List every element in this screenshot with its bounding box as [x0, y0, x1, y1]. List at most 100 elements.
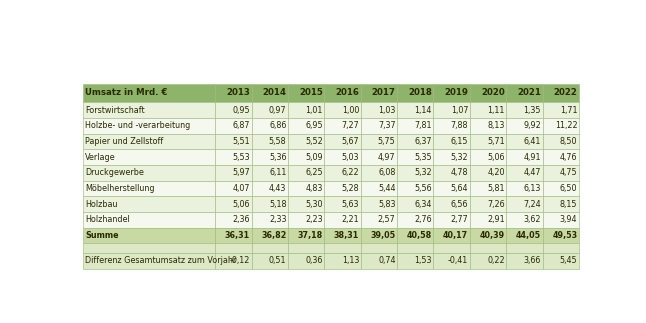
Bar [470, 84, 506, 102]
Text: 2016: 2016 [335, 89, 359, 97]
Text: 6,25: 6,25 [305, 168, 323, 177]
Bar [397, 212, 433, 227]
Text: 2,57: 2,57 [378, 215, 395, 224]
Text: 1,71: 1,71 [560, 106, 578, 115]
Text: 5,64: 5,64 [451, 184, 468, 193]
Bar [506, 181, 543, 196]
Bar [83, 84, 215, 102]
Text: 6,87: 6,87 [233, 121, 250, 130]
Text: 2,77: 2,77 [450, 215, 468, 224]
Text: 1,11: 1,11 [487, 106, 505, 115]
Text: 9,92: 9,92 [523, 121, 541, 130]
Text: Forstwirtschaft: Forstwirtschaft [85, 106, 145, 115]
Text: 5,71: 5,71 [487, 137, 505, 146]
Text: 3,66: 3,66 [524, 256, 541, 266]
Bar [324, 212, 360, 227]
Text: 8,13: 8,13 [487, 121, 505, 130]
Bar [360, 243, 397, 253]
Bar [324, 149, 360, 165]
Text: 2020: 2020 [481, 89, 505, 97]
Bar [506, 118, 543, 133]
Bar [252, 253, 288, 269]
Bar [397, 149, 433, 165]
Bar [83, 149, 215, 165]
Bar [506, 253, 543, 269]
Bar [288, 149, 324, 165]
Bar [252, 243, 288, 253]
Text: 8,15: 8,15 [560, 200, 578, 209]
Bar [543, 181, 579, 196]
Bar [288, 243, 324, 253]
Bar [252, 84, 288, 102]
Bar [433, 84, 470, 102]
Bar [83, 227, 215, 243]
Bar [83, 133, 215, 149]
Text: 5,52: 5,52 [305, 137, 323, 146]
Text: 1,01: 1,01 [306, 106, 323, 115]
Bar [397, 84, 433, 102]
Bar [397, 181, 433, 196]
Text: 1,14: 1,14 [415, 106, 432, 115]
Text: 0,74: 0,74 [378, 256, 395, 266]
Bar [252, 149, 288, 165]
Text: 1,00: 1,00 [342, 106, 359, 115]
Text: 2019: 2019 [444, 89, 468, 97]
Text: 5,30: 5,30 [306, 200, 323, 209]
Bar [324, 118, 360, 133]
Text: 2018: 2018 [408, 89, 432, 97]
Text: 2,23: 2,23 [305, 215, 323, 224]
Bar [288, 118, 324, 133]
Text: 2,36: 2,36 [233, 215, 250, 224]
Text: 6,08: 6,08 [378, 168, 395, 177]
Text: 4,47: 4,47 [523, 168, 541, 177]
Bar [360, 227, 397, 243]
Text: 5,03: 5,03 [342, 152, 359, 162]
Text: 5,35: 5,35 [414, 152, 432, 162]
Text: 2017: 2017 [371, 89, 395, 97]
Bar [215, 84, 252, 102]
Text: 4,43: 4,43 [269, 184, 286, 193]
Bar [288, 212, 324, 227]
Text: 38,31: 38,31 [334, 231, 359, 240]
Text: -0,12: -0,12 [230, 256, 250, 266]
Text: 4,20: 4,20 [487, 168, 505, 177]
Text: 44,05: 44,05 [516, 231, 541, 240]
Text: Differenz Gesamtumsatz zum Vorjahr: Differenz Gesamtumsatz zum Vorjahr [85, 256, 236, 266]
Bar [397, 196, 433, 212]
Bar [506, 84, 543, 102]
Bar [433, 133, 470, 149]
Bar [288, 133, 324, 149]
Bar [215, 227, 252, 243]
Text: Umsatz in Mrd. €: Umsatz in Mrd. € [85, 89, 168, 97]
Bar [252, 133, 288, 149]
Bar [83, 212, 215, 227]
Bar [470, 196, 506, 212]
Bar [506, 102, 543, 118]
Text: 1,13: 1,13 [342, 256, 359, 266]
Bar [252, 196, 288, 212]
Bar [360, 118, 397, 133]
Bar [288, 181, 324, 196]
Bar [252, 118, 288, 133]
Bar [433, 243, 470, 253]
Bar [288, 102, 324, 118]
Text: 5,06: 5,06 [233, 200, 250, 209]
Text: Holzbau: Holzbau [85, 200, 118, 209]
Bar [506, 212, 543, 227]
Bar [324, 181, 360, 196]
Text: 6,56: 6,56 [451, 200, 468, 209]
Text: 6,86: 6,86 [269, 121, 286, 130]
Bar [470, 243, 506, 253]
Bar [360, 102, 397, 118]
Bar [470, 212, 506, 227]
Text: 0,36: 0,36 [306, 256, 323, 266]
Bar [397, 253, 433, 269]
Text: 4,75: 4,75 [560, 168, 578, 177]
Text: 5,53: 5,53 [233, 152, 250, 162]
Bar [360, 196, 397, 212]
Bar [215, 133, 252, 149]
Bar [543, 84, 579, 102]
Bar [252, 181, 288, 196]
Text: 7,81: 7,81 [415, 121, 432, 130]
Bar [543, 133, 579, 149]
